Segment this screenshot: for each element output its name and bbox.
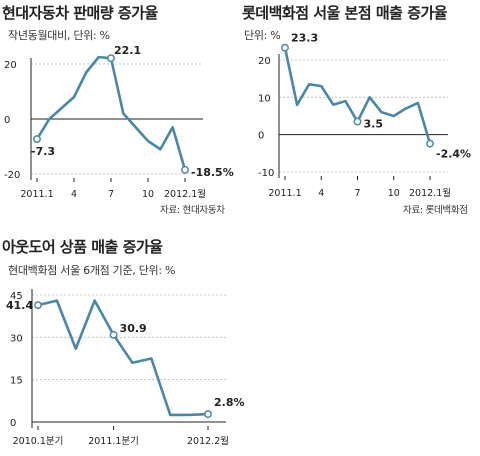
data-label: 2.8% (214, 396, 245, 409)
y-tick-label: 20 (4, 60, 17, 71)
data-label: -7.3 (31, 145, 55, 158)
chart-plot: 20 10 0 -10 2011.1 4 7 10 2012.1월 23.3 3.5 -2.4% (258, 32, 471, 199)
y-tick-label: 45 (10, 291, 23, 302)
x-tick-label: 4 (71, 189, 77, 200)
x-tick-label: 2010.1분기 (13, 436, 64, 447)
data-point-marker (181, 165, 189, 174)
data-label: -2.4% (436, 148, 471, 161)
data-point-marker (33, 135, 41, 144)
y-tick-label: 0 (4, 115, 10, 126)
x-tick-label: 2011.1분기 (88, 436, 139, 447)
data-point-marker (204, 410, 212, 419)
data-label: 3.5 (364, 118, 384, 131)
chart-plot: 45 30 15 0 2010.1분기 2011.1분기 2012.2월 41.4 30.9 2.… (6, 289, 245, 447)
x-tick-label: 4 (318, 188, 324, 199)
data-label: -18.5% (191, 166, 234, 179)
y-tick-label: -10 (258, 168, 274, 179)
x-tick-label: 2012.1월 (409, 187, 451, 199)
hyundai-motor-sales-chart: 현대자동차 판매량 증가율 작년동월대비, 단위: % 20 0 -20 2011.1… (0, 0, 240, 220)
chart-subtitle: 작년동월대비, 단위: % (8, 29, 110, 42)
x-tick-label: 10 (388, 188, 400, 199)
series-line (37, 299, 209, 417)
x-tick-label: 7 (108, 189, 114, 200)
data-label: 30.9 (120, 322, 147, 335)
y-tick-label: 10 (258, 93, 271, 104)
x-tick-label: 7 (354, 188, 360, 199)
chart-title: 아웃도어 상품 매출 증가율 (2, 238, 163, 256)
y-tick-label: 15 (10, 376, 23, 387)
x-tick-label: 2011.1 (268, 188, 301, 199)
y-tick-label: 0 (10, 418, 16, 429)
chart-title: 현대자동차 판매량 증가율 (2, 4, 158, 22)
x-tick-label: 2012.2월 (187, 435, 229, 447)
series-line (283, 47, 432, 144)
data-label: 23.3 (291, 32, 318, 45)
data-label: 22.1 (114, 44, 141, 57)
data-point-marker (426, 139, 434, 148)
data-point-marker (281, 43, 289, 52)
y-tick-label: 20 (258, 56, 271, 67)
chart-subtitle: 현대백화점 서울 6개점 기준, 단위: % (8, 264, 176, 277)
chart-source: 자료: 현대자동차 (160, 205, 225, 216)
series-line (35, 55, 187, 171)
chart-subtitle: 단위: % (244, 29, 281, 42)
y-tick-label: 30 (10, 333, 23, 344)
x-tick-label: 2012.1월 (164, 188, 206, 200)
x-tick-label: 2011.1 (20, 189, 53, 200)
lotte-department-store-sales-chart: 롯데백화점 서울 본점 매출 증가율 단위: % 20 10 0 -10 2011.1 4… (240, 0, 480, 220)
outdoor-goods-sales-chart: 아웃도어 상품 매출 증가율 현대백화점 서울 6개점 기준, 단위: % 45… (0, 230, 480, 456)
y-tick-label: -20 (4, 170, 20, 181)
data-point-marker (34, 301, 42, 310)
x-tick-label: 10 (142, 189, 154, 200)
chart-title: 롯데백화점 서울 본점 매출 증가율 (242, 4, 448, 22)
data-label: 41.4 (6, 299, 33, 312)
chart-source: 자료: 롯데백화점 (403, 205, 468, 216)
data-point-marker (109, 330, 118, 339)
data-point-marker (107, 54, 115, 63)
data-point-marker (353, 117, 362, 126)
y-tick-label: 0 (258, 131, 264, 142)
